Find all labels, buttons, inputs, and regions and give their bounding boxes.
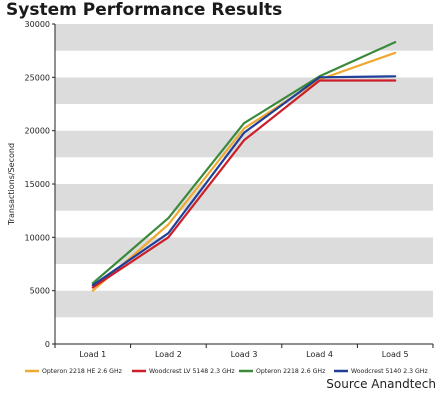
series-line-1	[91, 51, 397, 292]
legend-label: Opteron 2218 2.6 GHz	[256, 368, 325, 375]
series-line-4	[91, 75, 397, 287]
x-tick-label: Load 2	[155, 350, 182, 359]
x-tick-label: Load 4	[306, 350, 333, 359]
x-axis-ticks: Load 1 Load 2 Load 3 Load 4 Load 5	[54, 344, 434, 359]
grid-band	[55, 77, 433, 104]
series-lines	[91, 40, 397, 292]
grid-band	[55, 50, 433, 78]
legend: Opteron 2218 HE 2.6 GHz Woodcrest LV 5148…	[25, 368, 428, 375]
y-tick-label: 25000	[25, 73, 50, 82]
grid-band	[55, 210, 433, 238]
y-tick-label: 30000	[25, 20, 50, 29]
grid-band	[55, 237, 433, 264]
grid-band	[55, 184, 433, 211]
y-tick-label: 5000	[30, 287, 50, 296]
grid-band	[55, 290, 433, 318]
series-line-3	[91, 40, 397, 285]
grid-band	[55, 317, 433, 344]
source-caption: Source Anandtech	[326, 377, 436, 391]
legend-label: Woodcrest LV 5148 2.3 GHz	[149, 368, 235, 375]
grid-band	[55, 130, 433, 158]
y-tick-label: 10000	[25, 233, 50, 242]
x-tick-label: Load 3	[231, 350, 258, 359]
grid-bands	[55, 24, 433, 344]
grid-band	[55, 157, 433, 184]
y-tick-label: 20000	[25, 127, 50, 136]
x-tick-label: Load 5	[382, 350, 409, 359]
legend-label: Opteron 2218 HE 2.6 GHz	[42, 368, 122, 375]
grid-band	[55, 24, 433, 51]
y-axis-ticks: 0 5000 10000 15000 20000 25000 30000	[25, 20, 55, 349]
y-tick-label: 15000	[25, 180, 50, 189]
legend-label: Woodcrest 5140 2.3 GHz	[351, 368, 428, 375]
y-tick-label: 0	[45, 340, 50, 349]
chart-title: System Performance Results	[6, 0, 283, 20]
x-tick-label: Load 1	[79, 350, 106, 359]
series-line-2	[91, 79, 397, 289]
y-axis-label: Transactions/Second	[7, 143, 16, 226]
grid-band	[55, 104, 433, 131]
